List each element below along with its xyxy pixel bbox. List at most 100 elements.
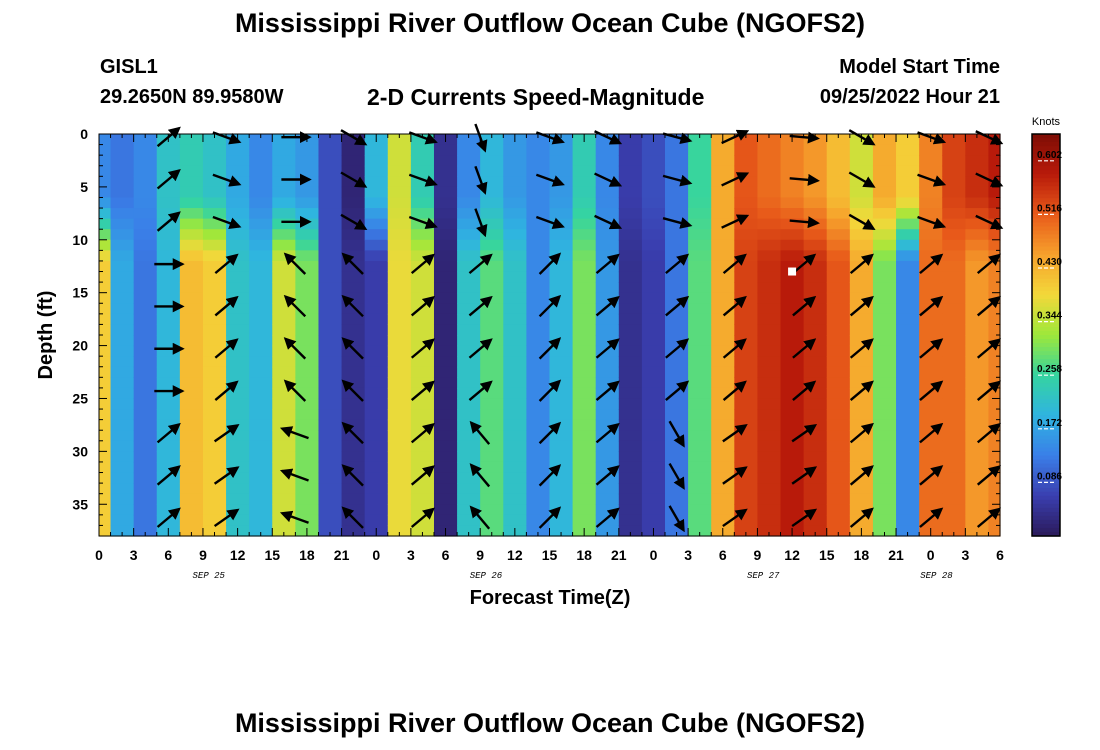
heatmap-cell (688, 419, 712, 431)
heatmap-cell (734, 419, 759, 431)
heatmap-cell (179, 250, 204, 262)
heatmap-cell (896, 134, 920, 146)
heatmap-cell (618, 525, 643, 537)
heatmap-cell (826, 504, 851, 516)
heatmap-cell (387, 260, 412, 273)
current-vector-arrow (469, 420, 491, 445)
heatmap-cell (595, 239, 620, 251)
heatmap-cell (295, 282, 320, 294)
heatmap-cell (503, 176, 527, 188)
heatmap-cell (387, 229, 412, 241)
heatmap-cell (480, 303, 504, 315)
heatmap-cell (433, 356, 458, 368)
current-vector-arrow (214, 295, 239, 317)
colorbar-segment (1032, 415, 1060, 421)
heatmap-cell (202, 271, 227, 283)
heatmap-cell (734, 430, 759, 442)
heatmap-cell (826, 271, 851, 283)
x-tick-label: 3 (407, 547, 415, 563)
heatmap-cell (156, 345, 181, 357)
heatmap-cell (318, 324, 343, 336)
heatmap-cell (965, 483, 990, 495)
heatmap-cell (202, 440, 227, 452)
heatmap-cell (156, 313, 181, 326)
heatmap-cell (757, 165, 782, 177)
heatmap-cell (503, 155, 527, 167)
heatmap-cell (433, 208, 458, 220)
heatmap-cell (99, 472, 112, 484)
heatmap-cell (226, 313, 250, 326)
heatmap-cell (318, 313, 343, 326)
heatmap-cell (202, 366, 227, 378)
colorbar-segment (1032, 375, 1060, 380)
heatmap-cell (318, 165, 343, 177)
heatmap-cell (226, 409, 250, 421)
heatmap-cell (226, 282, 250, 294)
heatmap-cell (110, 430, 135, 442)
heatmap-cell (734, 440, 759, 452)
heatmap-cell (272, 409, 296, 421)
date-label: SEP 26 (470, 571, 503, 581)
heatmap-cell (99, 377, 112, 389)
heatmap-cell (156, 197, 181, 209)
heatmap-cell (341, 134, 366, 146)
current-vector-arrow (722, 380, 747, 401)
heatmap-cell (110, 134, 135, 146)
heatmap-cell (618, 218, 643, 230)
heatmap-cell (526, 366, 551, 378)
x-tick-label: 12 (507, 547, 523, 563)
heatmap-cell (641, 218, 666, 230)
current-vector-arrow (722, 338, 747, 359)
heatmap-cell (433, 430, 458, 442)
heatmap-cell (826, 208, 851, 220)
current-vector-arrow (595, 465, 620, 486)
heatmap-cell (295, 387, 320, 400)
heatmap-cell (826, 419, 851, 431)
heatmap-cell (757, 472, 782, 484)
heatmap-cell (665, 271, 689, 283)
heatmap-cell (295, 165, 320, 177)
heatmap-cell (595, 260, 620, 273)
heatmap-cell (226, 144, 250, 156)
heatmap-cell (780, 472, 805, 484)
heatmap-cell (595, 525, 620, 537)
heatmap-cell (711, 144, 735, 156)
heatmap-cell (110, 313, 135, 326)
heatmap-cell (341, 229, 366, 241)
heatmap-cell (919, 218, 943, 230)
y-tick-label: 15 (72, 285, 88, 301)
heatmap-cell (433, 176, 458, 188)
heatmap-cell (249, 356, 273, 368)
heatmap-cell (226, 514, 250, 527)
current-vector-arrow (789, 216, 820, 229)
heatmap-cell (826, 239, 851, 251)
heatmap-cell (480, 493, 504, 505)
heatmap-cell (780, 387, 805, 400)
heatmap-cell (364, 186, 389, 199)
heatmap-cell (433, 440, 458, 452)
heatmap-cell (433, 483, 458, 495)
heatmap-cell (942, 377, 966, 389)
heatmap-cell (457, 144, 481, 156)
heatmap-cell (433, 324, 458, 336)
heatmap-cell (133, 324, 158, 336)
heatmap-cell (480, 345, 504, 357)
heatmap-cell (711, 313, 735, 326)
x-axis: 0 3 6 9 12 15 18 21 0 3 6 9 12 15 18 21 0 3 6 9 12 15 18 21 0 3 6S… (95, 134, 1004, 581)
heatmap-cell (549, 229, 574, 241)
x-tick-label: 9 (754, 547, 762, 563)
heatmap-cell (780, 155, 805, 167)
heatmap-cell (202, 377, 227, 389)
colorbar-segment (1032, 483, 1060, 489)
heatmap-cell (249, 430, 273, 442)
heatmap-cell (249, 451, 273, 463)
heatmap-cell (249, 366, 273, 378)
heatmap-cell (849, 483, 874, 495)
heatmap-cell (711, 430, 735, 442)
heatmap-cell (179, 186, 204, 199)
heatmap-cell (572, 239, 597, 251)
heatmap-cell (99, 493, 112, 505)
heatmap-cell (226, 324, 250, 336)
heatmap-cell (202, 313, 227, 326)
heatmap-cell (110, 260, 135, 273)
